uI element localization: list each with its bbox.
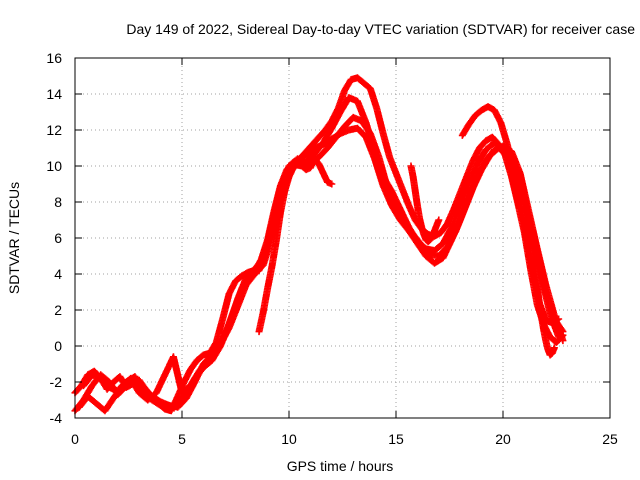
- series-trace-5: [255, 155, 336, 336]
- x-axis-label: GPS time / hours: [287, 458, 394, 474]
- data-point: [555, 315, 563, 323]
- x-tick-label: 15: [388, 431, 404, 447]
- y-tick-label: 0: [54, 338, 62, 354]
- axis-ticks: 0 5 10 15 20 25 -4 -2 0 2 4 6 8 10 12 14 16: [46, 50, 618, 447]
- y-tick-label: 2: [54, 302, 62, 318]
- data-point: [435, 216, 443, 224]
- x-tick-label: 25: [602, 431, 618, 447]
- x-tick-label: 5: [178, 431, 186, 447]
- grid: [75, 58, 610, 418]
- y-tick-label: 14: [46, 86, 62, 102]
- chart-title: Day 149 of 2022, Sidereal Day-to-day VTE…: [126, 21, 635, 37]
- data-points: [71, 74, 567, 415]
- y-tick-label: -2: [50, 374, 63, 390]
- x-tick-label: 0: [71, 431, 79, 447]
- series-trace-6: [407, 162, 443, 246]
- y-tick-label: 6: [54, 230, 62, 246]
- y-tick-label: 16: [46, 50, 62, 66]
- series-trace-1: [71, 74, 567, 415]
- y-axis-label: SDTVAR / TECUs: [6, 182, 22, 294]
- data-point: [559, 337, 567, 345]
- data-point: [328, 180, 336, 188]
- y-tick-label: 10: [46, 158, 62, 174]
- series-trace-8: [525, 218, 558, 359]
- x-tick-label: 20: [495, 431, 511, 447]
- y-tick-label: 8: [54, 194, 62, 210]
- y-tick-label: 4: [54, 266, 62, 282]
- y-tick-label: -4: [50, 410, 63, 426]
- series-trace-2: [71, 94, 567, 415]
- y-tick-label: 12: [46, 122, 62, 138]
- x-tick-label: 10: [281, 431, 297, 447]
- data-point: [550, 344, 558, 352]
